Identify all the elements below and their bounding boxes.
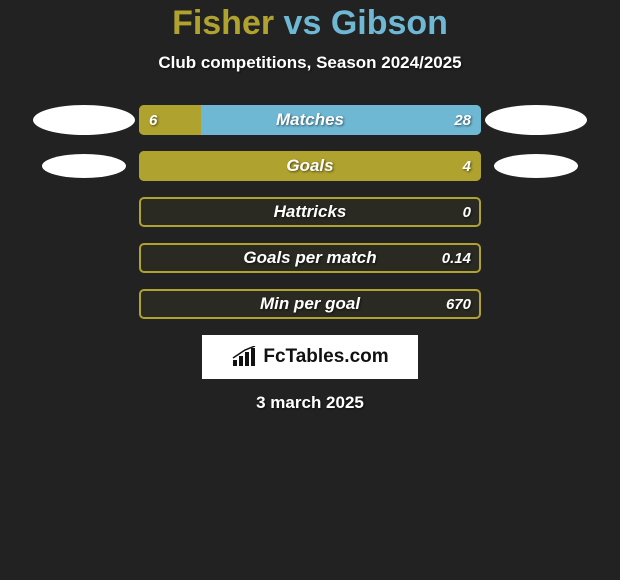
stat-row: Min per goal670 bbox=[0, 289, 620, 319]
stat-bar: Goals4 bbox=[139, 151, 481, 181]
stat-right-value: 0.14 bbox=[442, 243, 471, 273]
brand-text: FcTables.com bbox=[263, 346, 388, 368]
stat-label: Goals bbox=[139, 151, 481, 181]
stat-bar: Hattricks0 bbox=[139, 197, 481, 227]
stat-row: Hattricks0 bbox=[0, 197, 620, 227]
stat-left-value: 6 bbox=[149, 105, 157, 135]
date-label: 3 march 2025 bbox=[0, 393, 620, 413]
stat-label: Min per goal bbox=[139, 289, 481, 319]
stat-bar: Min per goal670 bbox=[139, 289, 481, 319]
stat-right-value: 0 bbox=[463, 197, 471, 227]
brand-box[interactable]: FcTables.com bbox=[202, 335, 418, 379]
page-title: Fisher vs Gibson bbox=[0, 4, 620, 43]
title-left-name: Fisher bbox=[172, 4, 274, 42]
title-vs: vs bbox=[274, 4, 331, 42]
player-ellipse-icon bbox=[494, 154, 578, 178]
stat-right-value: 670 bbox=[446, 289, 471, 319]
player-ellipse-icon bbox=[485, 105, 587, 135]
stat-row: Goals per match0.14 bbox=[0, 243, 620, 273]
left-icon-slot bbox=[29, 154, 139, 178]
left-icon-slot bbox=[29, 105, 139, 135]
player-ellipse-icon bbox=[33, 105, 135, 135]
subtitle: Club competitions, Season 2024/2025 bbox=[0, 53, 620, 73]
stat-rows: Matches6 28 Goals4 Hattricks0 Goals per matc… bbox=[0, 105, 620, 319]
stat-bar: Goals per match0.14 bbox=[139, 243, 481, 273]
title-right-name: Gibson bbox=[331, 4, 448, 42]
comparison-infographic: Fisher vs Gibson Club competitions, Seas… bbox=[0, 0, 620, 413]
stat-row: Matches6 28 bbox=[0, 105, 620, 135]
stat-label: Hattricks bbox=[139, 197, 481, 227]
stat-right-value: 4 bbox=[463, 151, 471, 181]
stat-bar: Matches6 28 bbox=[139, 105, 481, 135]
bar-chart-icon bbox=[231, 346, 257, 368]
right-icon-slot bbox=[481, 154, 591, 178]
stat-label: Goals per match bbox=[139, 243, 481, 273]
stat-row: Goals4 bbox=[0, 151, 620, 181]
right-icon-slot bbox=[481, 105, 591, 135]
player-ellipse-icon bbox=[42, 154, 126, 178]
stat-label: Matches bbox=[139, 105, 481, 135]
stat-right-value: 28 bbox=[454, 105, 471, 135]
